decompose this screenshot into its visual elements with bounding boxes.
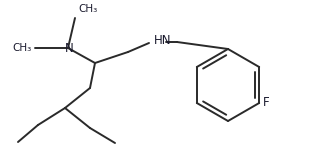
- Text: N: N: [64, 41, 73, 54]
- Text: CH₃: CH₃: [78, 4, 97, 14]
- Text: HN: HN: [154, 34, 171, 47]
- Text: F: F: [263, 97, 270, 110]
- Text: CH₃: CH₃: [13, 43, 32, 53]
